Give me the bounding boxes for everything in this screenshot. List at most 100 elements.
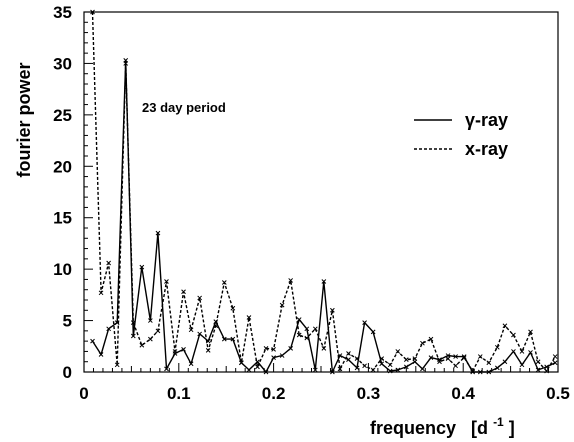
y-tick-label: 25 (53, 106, 72, 125)
data-point-x-ray (239, 360, 244, 366)
x-axis-title-unit: [d (471, 418, 488, 438)
data-point-x-ray (213, 323, 219, 329)
data-point-gamma-ray (188, 361, 194, 367)
data-point-x-ray (312, 326, 318, 332)
data-point-x-ray (188, 327, 194, 333)
data-point-x-ray (263, 345, 269, 351)
data-point-x-ray (379, 356, 385, 361)
data-point-gamma-ray (477, 369, 483, 375)
data-point-gamma-ray (330, 369, 335, 375)
data-point-gamma-ray (528, 350, 533, 355)
data-point-x-ray (130, 320, 136, 325)
chart-axes: 0 0.1 0.2 0.3 0.4 0.5 0 5 10 15 20 25 30 35 (53, 3, 570, 403)
data-point-x-ray (330, 307, 335, 313)
data-point-gamma-ray (312, 367, 318, 373)
data-point-x-ray (139, 342, 145, 348)
chart-series (90, 9, 558, 375)
data-point-x-ray (486, 360, 492, 366)
x-axis-title: frequency [d -1 ] (370, 410, 515, 438)
x-tick-label: 0.2 (262, 384, 286, 403)
data-point-gamma-ray (387, 368, 393, 374)
legend-label-gamma-ray: γ-ray (465, 110, 508, 130)
data-point-gamma-ray (279, 353, 285, 358)
data-point-gamma-ray (296, 317, 302, 322)
data-point-x-ray (123, 61, 129, 66)
data-point-x-ray (271, 347, 276, 352)
data-point-x-ray (428, 336, 434, 342)
legend-label-x-ray: x-ray (465, 139, 508, 159)
data-point-x-ray (197, 295, 203, 301)
data-point-x-ray (461, 355, 467, 360)
data-point-x-ray (346, 351, 351, 356)
data-point-x-ray (164, 279, 169, 284)
x-tick-label: 0.3 (357, 384, 381, 403)
data-point-gamma-ray (197, 331, 203, 337)
y-tick-label: 0 (63, 363, 72, 382)
data-point-gamma-ray (354, 365, 360, 371)
data-point-gamma-ray (379, 361, 385, 367)
y-axis-title: fourier power (14, 62, 34, 177)
data-point-gamma-ray (428, 355, 434, 360)
data-point-gamma-ray (346, 357, 351, 363)
data-point-gamma-ray (230, 336, 236, 342)
data-point-gamma-ray (535, 367, 541, 373)
y-tick-label: 15 (53, 209, 72, 228)
data-point-gamma-ray (420, 366, 425, 372)
data-point-x-ray (321, 345, 327, 351)
data-point-x-ray (528, 329, 533, 335)
data-point-gamma-ray (502, 359, 508, 365)
y-tick-label: 30 (53, 54, 72, 73)
x-tick-label: 0.5 (546, 384, 570, 403)
data-point-gamma-ray (486, 369, 492, 375)
data-point-gamma-ray (321, 279, 327, 284)
data-point-gamma-ray (98, 352, 104, 357)
annotation-23-day-period: 23 day period (142, 100, 226, 115)
y-tick-label: 35 (53, 3, 72, 22)
data-point-x-ray (288, 278, 294, 283)
data-point-gamma-ray (148, 318, 153, 323)
y-tick-label: 5 (63, 312, 72, 331)
data-point-x-ray (155, 328, 161, 334)
data-point-gamma-ray (370, 329, 376, 335)
legend: γ-ray x-ray (414, 110, 508, 159)
x-axis-title-sup: -1 (493, 415, 504, 429)
data-point-x-ray (502, 323, 508, 329)
data-point-x-ray (279, 302, 285, 308)
data-point-x-ray (362, 363, 367, 369)
data-point-gamma-ray (470, 369, 476, 375)
data-point-x-ray (181, 289, 186, 295)
series-line-x-ray (91, 11, 556, 372)
data-point-gamma-ray (288, 345, 294, 351)
x-tick-label: 0.4 (451, 384, 475, 403)
data-point-gamma-ray (461, 354, 467, 359)
data-point-gamma-ray (130, 333, 136, 339)
data-point-x-ray (148, 336, 153, 342)
data-point-x-ray (205, 348, 211, 353)
data-point-x-ray (246, 315, 252, 320)
x-axis-title-main: frequency (370, 418, 456, 438)
data-point-gamma-ray (106, 326, 112, 332)
data-point-x-ray (494, 344, 500, 350)
data-point-gamma-ray (403, 364, 409, 370)
y-tick-label: 10 (53, 260, 72, 279)
data-point-x-ray (106, 260, 112, 266)
x-axis-title-close: ] (509, 418, 515, 438)
data-point-x-ray (114, 362, 120, 368)
data-point-gamma-ray (139, 264, 145, 270)
data-point-x-ray (412, 356, 418, 361)
data-point-x-ray (477, 354, 483, 359)
data-point-x-ray (445, 356, 451, 361)
data-point-x-ray (354, 356, 360, 361)
data-point-x-ray (255, 364, 260, 370)
data-point-x-ray (296, 332, 302, 338)
x-tick-label: 0.1 (167, 384, 191, 403)
plot-frame (83, 11, 559, 373)
y-tick-label: 20 (53, 157, 72, 176)
data-point-gamma-ray (362, 320, 367, 325)
data-point-gamma-ray (304, 326, 310, 332)
data-point-gamma-ray (246, 367, 252, 373)
data-point-x-ray (337, 366, 343, 372)
data-point-gamma-ray (453, 354, 458, 359)
data-point-x-ray (519, 349, 525, 354)
